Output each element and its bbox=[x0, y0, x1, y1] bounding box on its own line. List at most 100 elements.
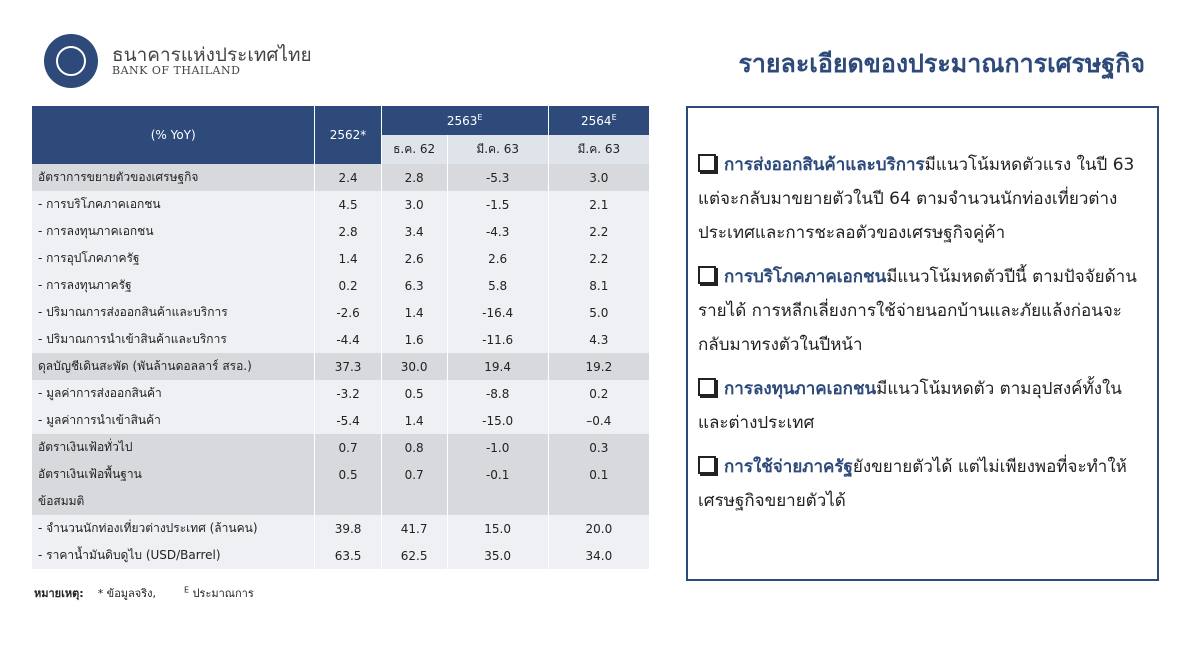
summary-box: การส่งออกสินค้าและบริการมีแนวโน้มหดตัวแร… bbox=[686, 106, 1159, 581]
summary-text: มีแนวโน้มหดตัวปีนี้ ตามปัจจัยด้านรายได้ … bbox=[698, 267, 1137, 355]
cell-value: 62.5 bbox=[381, 542, 448, 569]
cell-value: 20.0 bbox=[548, 515, 651, 542]
group-text: 2564 bbox=[581, 114, 612, 128]
bank-name-en: BANK OF THAILAND bbox=[112, 64, 241, 77]
row-label: - การลงทุนภาคเอกชน bbox=[32, 218, 316, 245]
summary-lead: การส่งออกสินค้าและบริการ bbox=[724, 155, 925, 175]
cell-value: 3.0 bbox=[381, 191, 448, 218]
table-row: ดุลบัญชีเดินสะพัด (พันล้านดอลลาร์ สรอ.) 3… bbox=[32, 353, 651, 380]
cell-empty bbox=[314, 488, 382, 515]
row-label: - ราคาน้ำมันดิบดูไบ (USD/Barrel) bbox=[32, 542, 316, 569]
cell-value: 5.0 bbox=[548, 299, 651, 326]
cell-value: 2.8 bbox=[314, 218, 382, 245]
cell-value: -1.5 bbox=[447, 191, 549, 218]
header-group: 2564E bbox=[548, 106, 651, 135]
summary-item: การส่งออกสินค้าและบริการมีแนวโน้มหดตัวแร… bbox=[698, 148, 1145, 250]
sub-header: มี.ค. 63 bbox=[548, 135, 651, 164]
page-title: รายละเอียดของประมาณการเศรษฐกิจ bbox=[738, 49, 1145, 78]
sub-header: มี.ค. 63 bbox=[447, 135, 549, 164]
logo bbox=[44, 34, 98, 88]
cell-value: -4.4 bbox=[314, 326, 382, 353]
summary-item: การลงทุนภาคเอกชนมีแนวโน้มหดตัว ตามอุปสงค… bbox=[698, 372, 1145, 440]
forecast-table: (% YoY) 2562* 2563E 2564E ธ.ค. 62 มี.ค. … bbox=[32, 106, 651, 569]
cell-value: 2.1 bbox=[548, 191, 651, 218]
cell-value: -2.6 bbox=[314, 299, 382, 326]
checkbox-icon bbox=[698, 154, 716, 172]
cell-value: 19.2 bbox=[548, 353, 651, 380]
bank-name-th: ธนาคารแห่งประเทศไทย bbox=[112, 44, 312, 66]
cell-value: -5.4 bbox=[314, 407, 382, 434]
row-label: - มูลค่าการส่งออกสินค้า bbox=[32, 380, 316, 407]
cell-value: 35.0 bbox=[447, 542, 549, 569]
cell-value: 34.0 bbox=[548, 542, 651, 569]
row-label: ข้อสมมติ bbox=[32, 488, 316, 515]
cell-value: 2.6 bbox=[381, 245, 448, 272]
cell-value: 0.2 bbox=[548, 380, 651, 407]
cell-value: –0.4 bbox=[548, 407, 651, 434]
cell-value: -5.3 bbox=[447, 164, 549, 191]
checkbox-icon bbox=[698, 378, 716, 396]
cell-value: 39.8 bbox=[314, 515, 382, 542]
header-group: 2563E bbox=[381, 106, 549, 135]
cell-value: 8.1 bbox=[548, 272, 651, 299]
row-label: ดุลบัญชีเดินสะพัด (พันล้านดอลลาร์ สรอ.) bbox=[32, 353, 316, 380]
cell-value: -15.0 bbox=[447, 407, 549, 434]
cell-value: 30.0 bbox=[381, 353, 448, 380]
header-col: 2562* bbox=[314, 106, 382, 164]
summary-text: ยังขยายตัวได้ แต่ไม่เพียงพอที่จะทำให้เศร… bbox=[698, 457, 1127, 511]
table-row: - ราคาน้ำมันดิบดูไบ (USD/Barrel) 63.5 62.5… bbox=[32, 542, 651, 569]
cell-value: 5.8 bbox=[447, 272, 549, 299]
header-label: (% YoY) bbox=[32, 106, 316, 164]
summary-item: การบริโภคภาคเอกชนมีแนวโน้มหดตัวปีนี้ ตาม… bbox=[698, 260, 1145, 362]
summary-item: การใช้จ่ายภาครัฐยังขยายตัวได้ แต่ไม่เพีย… bbox=[698, 450, 1145, 518]
group-sup: E bbox=[611, 113, 617, 122]
cell-value: 0.8 bbox=[381, 434, 448, 461]
table-row: - ปริมาณการนำเข้าสินค้าและบริการ -4.4 1.6-… bbox=[32, 326, 651, 353]
cell-value: 1.4 bbox=[381, 407, 448, 434]
cell-value: 2.8 bbox=[381, 164, 448, 191]
row-label: - ปริมาณการส่งออกสินค้าและบริการ bbox=[32, 299, 316, 326]
cell-value: -8.8 bbox=[447, 380, 549, 407]
table-row: - การบริโภคภาคเอกชน 4.5 3.0 -1.5 2.1 bbox=[32, 191, 651, 218]
checkbox-icon bbox=[698, 456, 716, 474]
cell-empty bbox=[381, 488, 448, 515]
summary-text: มีแนวโน้มหดตัวแรง ในปี 63 แต่จะกลับมาขยา… bbox=[698, 155, 1135, 243]
footnote-sup: E bbox=[184, 585, 190, 595]
cell-value: 3.4 bbox=[381, 218, 448, 245]
summary-lead: การบริโภคภาคเอกชน bbox=[724, 267, 887, 287]
row-label: - มูลค่าการนำเข้าสินค้า bbox=[32, 407, 316, 434]
cell-value: 2.6 bbox=[447, 245, 549, 272]
cell-value: 4.5 bbox=[314, 191, 382, 218]
cell-value: 1.4 bbox=[381, 299, 448, 326]
cell-empty bbox=[548, 488, 651, 515]
cell-value: 2.2 bbox=[548, 218, 651, 245]
footnote-actual: * ข้อมูลจริง, bbox=[97, 587, 157, 600]
cell-value: 15.0 bbox=[447, 515, 549, 542]
row-label: - จำนวนนักท่องเที่ยวต่างประเทศ (ล้านคน) bbox=[32, 515, 316, 542]
cell-value: -11.6 bbox=[447, 326, 549, 353]
cell-value: 0.7 bbox=[314, 434, 382, 461]
row-label: อัตราเงินเฟ้อทั่วไป bbox=[32, 434, 316, 461]
row-label: - การอุปโภคภาครัฐ bbox=[32, 245, 316, 272]
footnote-label: หมายเหตุ: bbox=[34, 587, 84, 600]
table-row: อัตราเงินเฟ้อพื้นฐาน 0.5 0.7 -0.1 0.1 bbox=[32, 461, 651, 488]
cell-value: 0.3 bbox=[548, 434, 651, 461]
group-sup: E bbox=[477, 113, 483, 122]
row-label: อัตราการขยายตัวของเศรษฐกิจ bbox=[32, 164, 316, 191]
cell-value: -3.2 bbox=[314, 380, 382, 407]
cell-value: 2.2 bbox=[548, 245, 651, 272]
cell-value: -1.0 bbox=[447, 434, 549, 461]
cell-value: 0.1 bbox=[548, 461, 651, 488]
table-row: - มูลค่าการนำเข้าสินค้า -5.4 1.4 -15.0 –0.4 bbox=[32, 407, 651, 434]
cell-value: 41.7 bbox=[381, 515, 448, 542]
cell-value: 63.5 bbox=[314, 542, 382, 569]
cell-value: 1.6 bbox=[381, 326, 448, 353]
table-row: - การลงทุนภาคเอกชน 2.8 3.4 -4.3 2.2 bbox=[32, 218, 651, 245]
cell-value: 4.3 bbox=[548, 326, 651, 353]
cell-value: -16.4 bbox=[447, 299, 549, 326]
row-label: - การลงทุนภาครัฐ bbox=[32, 272, 316, 299]
table-row: อัตราการขยายตัวของเศรษฐกิจ 2.4 2.8 -5.3 3.0 bbox=[32, 164, 651, 191]
cell-value: 0.5 bbox=[381, 380, 448, 407]
row-label: - ปริมาณการนำเข้าสินค้าและบริการ bbox=[32, 326, 316, 353]
